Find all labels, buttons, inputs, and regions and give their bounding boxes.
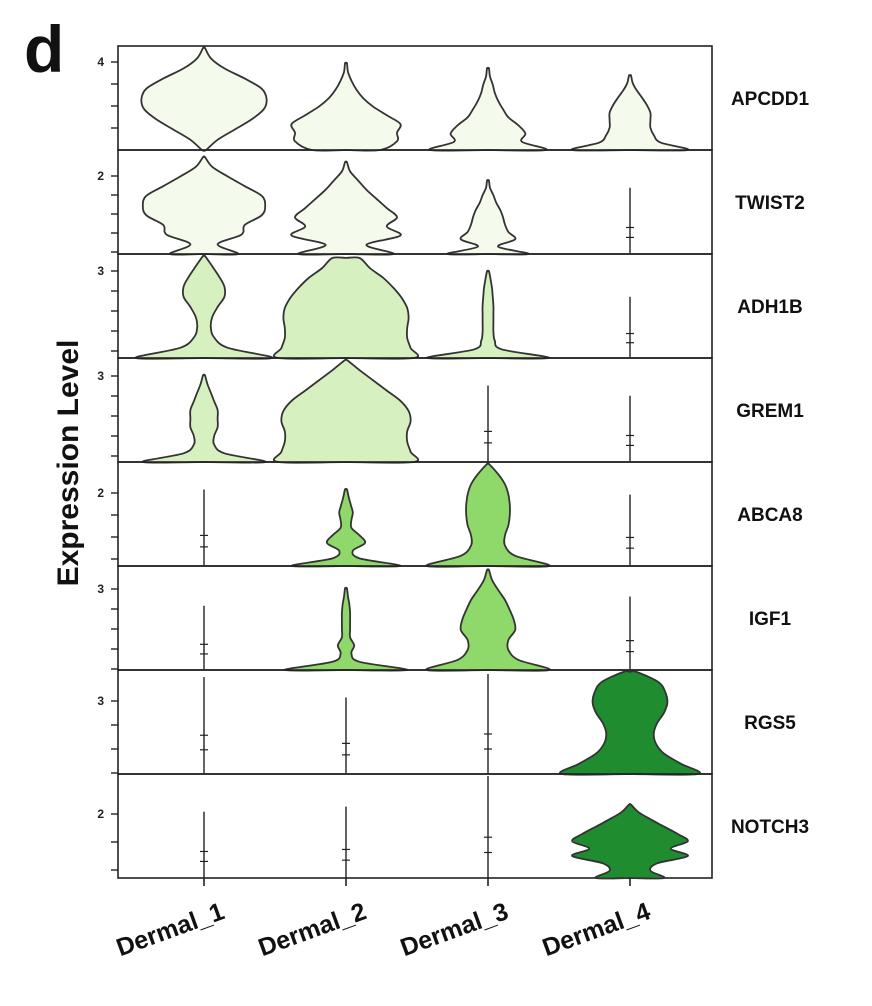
violin-dermal_1 xyxy=(141,373,267,464)
violin-row-rgs5: 3 RGS5 xyxy=(97,669,796,776)
gene-label: RGS5 xyxy=(744,713,796,734)
panel-label: d xyxy=(24,12,64,86)
violin-dermal_1 xyxy=(141,155,267,256)
gene-label: TWIST2 xyxy=(735,193,805,214)
y-tick-label: 2 xyxy=(97,807,104,821)
y-tick-label: 4 xyxy=(97,55,104,69)
violin-dermal_2 xyxy=(290,487,402,568)
violin-dermal_3 xyxy=(425,269,551,360)
violin-dermal_3 xyxy=(425,568,551,672)
row-frame xyxy=(117,773,713,879)
violin-dermal_2 xyxy=(272,256,420,360)
gene-label: NOTCH3 xyxy=(731,817,809,838)
x-tick-label: Dermal_2 xyxy=(255,897,370,962)
y-tick-label: 3 xyxy=(97,582,104,596)
y-tick-label: 2 xyxy=(97,169,104,183)
violin-row-adh1b: 3 ADH1B xyxy=(97,253,803,360)
violin-dermal_1 xyxy=(140,46,268,152)
violin-row-apcdd1: 4 APCDD1 xyxy=(97,45,810,152)
violin-row-igf1: 3 IGF1 xyxy=(97,565,792,672)
y-tick-label: 2 xyxy=(97,486,104,500)
violin-dermal_2 xyxy=(283,586,409,672)
violin-dermal_2 xyxy=(290,160,402,256)
violin-dermal_2 xyxy=(290,61,402,152)
violin-row-abca8: 2 ABCA8 xyxy=(97,461,803,568)
violin-row-grem1: 3 GREM1 xyxy=(97,357,804,464)
row-frame xyxy=(117,461,713,567)
violin-row-notch3: 2 NOTCH3 xyxy=(97,773,809,880)
x-tick-label: Dermal_3 xyxy=(397,897,512,962)
gene-label: ADH1B xyxy=(737,297,802,318)
violin-dermal_2 xyxy=(272,358,420,464)
y-axis-label: Expression Level xyxy=(52,340,85,587)
violin-dermal_4 xyxy=(559,670,701,776)
violin-dermal_3 xyxy=(446,179,530,256)
y-tick-label: 3 xyxy=(97,264,104,278)
gene-label: ABCA8 xyxy=(737,505,802,526)
violin-dermal_1 xyxy=(135,254,273,360)
violin-dermal_3 xyxy=(425,462,551,568)
y-tick-label: 3 xyxy=(97,369,104,383)
gene-label: APCDD1 xyxy=(731,89,810,110)
violin-row-twist2: 2 TWIST2 xyxy=(97,149,805,256)
gene-label: GREM1 xyxy=(736,401,804,422)
gene-label: IGF1 xyxy=(749,609,792,630)
y-tick-label: 3 xyxy=(97,694,104,708)
violin-dermal_4 xyxy=(571,803,689,880)
x-tick-label: Dermal_4 xyxy=(539,897,654,962)
violin-dermal_4 xyxy=(570,74,690,152)
violin-dermal_3 xyxy=(428,66,548,152)
x-tick-label: Dermal_1 xyxy=(113,897,228,962)
